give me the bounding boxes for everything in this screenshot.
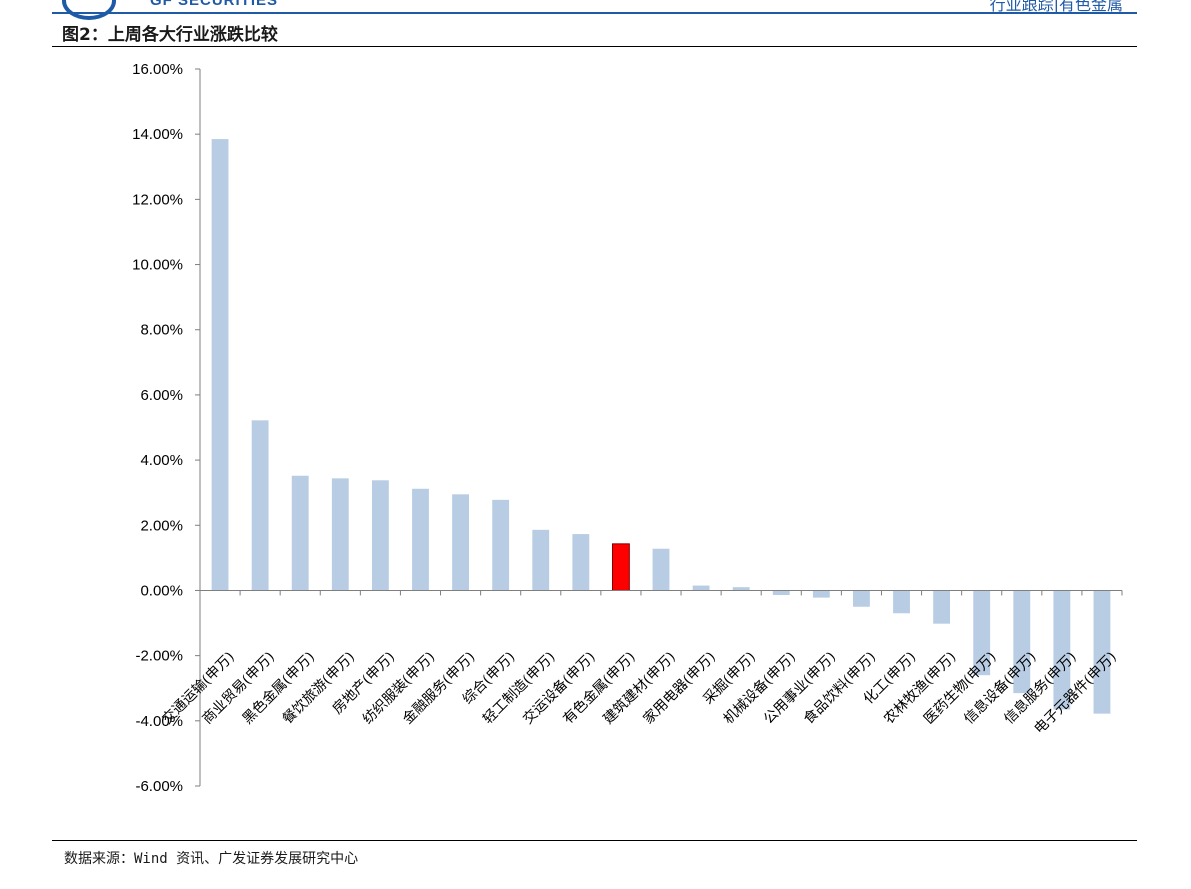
y-tick-label: 14.00% [132,126,183,143]
x-category-label: 有色金属(申万) [560,648,639,727]
y-tick-label: -6.00% [135,778,183,795]
footer-divider [52,840,1137,841]
y-tick-label: 16.00% [132,61,183,78]
source-note: 数据来源：Wind 资讯、广发证券发展研究中心 [64,851,359,867]
bar-0 [211,139,229,591]
axes-group [199,69,1123,786]
bar-11 [652,548,670,591]
y-tick-label: 2.00% [140,517,183,534]
y-tick-label: -2.00% [135,648,183,665]
bar-10 [611,543,630,591]
y-tick-label: 10.00% [132,257,183,274]
x-axis-labels: 交通运输(申万)商业贸易(申万)黑色金属(申万)餐饮旅游(申万)房地产(申万)纺… [159,648,1120,737]
x-category-label: 食品饮料(申万) [800,648,879,727]
y-axis-ticks: 16.00% 14.00% 12.00% 10.00% 8.00% 6.00% 4.00% 2… [132,61,200,795]
bar-1 [251,420,269,591]
bars-group [211,139,1111,714]
bar-7 [492,499,510,591]
x-category-label: 机械设备(申万) [720,648,799,727]
bar-8 [532,529,550,591]
bar-20 [1013,590,1031,694]
y-tick-label: 0.00% [140,582,183,599]
y-tick-label: 12.00% [132,191,183,208]
bar-13 [732,587,750,591]
y-tick-label: -4.00% [135,713,183,730]
bar-21 [1053,590,1071,710]
bar-12 [692,585,710,591]
x-category-label: 家用电器(申万) [640,648,719,727]
bar-6 [452,494,469,591]
bar-5 [412,488,429,591]
bar-14 [772,590,790,596]
x-category-label: 交运设备(申万) [520,648,599,727]
header-divider [52,12,1137,14]
x-category-label: 黑色金属(申万) [239,648,318,727]
title-divider [52,46,1137,47]
bar-3 [331,478,349,591]
y-tick-label: 4.00% [140,452,183,469]
bar-15 [812,590,830,598]
bar-9 [572,534,590,591]
y-tick-label: 8.00% [140,322,183,339]
logo-text: GF SECURITIES [150,0,279,9]
figure-title: 图2：上周各大行业涨跌比较 [62,25,278,45]
bar-4 [371,480,389,591]
bar-16 [853,590,870,607]
bar-2 [291,475,309,591]
y-tick-label: 6.00% [140,387,183,404]
bar-22 [1093,590,1111,714]
bar-17 [893,590,910,614]
header-section-label: 行业跟踪|有色金属 [989,0,1123,14]
bar-19 [973,590,991,676]
bar-18 [933,590,951,624]
